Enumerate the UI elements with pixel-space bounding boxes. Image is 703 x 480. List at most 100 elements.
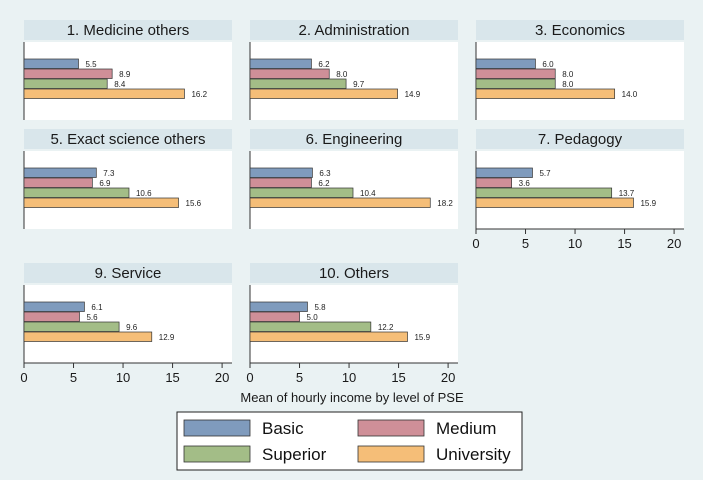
x-tick-label: 15 [617, 236, 631, 251]
data-label: 6.1 [91, 303, 103, 312]
data-label: 5.0 [307, 313, 319, 322]
bar-superior [249, 187, 354, 198]
x-tick-label: 20 [441, 370, 455, 385]
data-label: 8.0 [562, 80, 574, 89]
panel-7: 9. Service 6.15.6 9.6 12.9 0 5 10 15 20 [20, 263, 232, 385]
data-label: 5.8 [314, 303, 326, 312]
panel-title: 10. Others [319, 265, 389, 282]
data-label: 13.7 [619, 189, 635, 198]
bar-basic [23, 58, 79, 69]
bar-medium [475, 68, 556, 79]
data-label: 14.9 [405, 90, 421, 99]
data-label: 8.9 [119, 70, 131, 79]
legend-items: Basic Medium Superior University [183, 419, 511, 464]
x-tick-label: 20 [215, 370, 229, 385]
bar-basic [475, 167, 533, 178]
data-label: 14.0 [622, 90, 638, 99]
data-label: 15.9 [414, 333, 430, 342]
panel-title: 9. Service [95, 265, 162, 282]
panel-title-strip [476, 129, 684, 149]
data-label: 12.2 [378, 323, 394, 332]
panel-title-strip [24, 263, 232, 283]
legend-label-medium: Medium [436, 419, 496, 438]
data-label: 8.4 [114, 80, 126, 89]
bar-basic [249, 58, 312, 69]
panel-title-strip [24, 129, 232, 149]
data-label: 5.7 [539, 169, 551, 178]
bar-university [475, 197, 634, 208]
data-label: 15.9 [640, 199, 656, 208]
bar-superior [23, 78, 108, 89]
data-label: 18.2 [437, 199, 453, 208]
legend-swatch-medium [357, 419, 425, 437]
panel-6: 7. Pedagogy 5.7 3.6 13.7 15.9 0 5 10 15 20 [472, 129, 684, 251]
bar-medium [249, 311, 300, 322]
data-label: 9.6 [126, 323, 138, 332]
bar-basic [23, 301, 85, 312]
x-axis-title: Mean of hourly income by level of PSE [240, 390, 464, 405]
panel-title-strip [476, 20, 684, 40]
panel-title-strip [250, 20, 458, 40]
bar-superior [23, 321, 120, 332]
x-tick-label: 5 [522, 236, 529, 251]
x-tick-label: 10 [116, 370, 130, 385]
data-label: 3.6 [519, 179, 531, 188]
panel-title: 3. Economics [535, 22, 625, 39]
legend-swatch-basic [183, 419, 251, 437]
panel-title: 2. Administration [299, 22, 410, 39]
bar-superior [249, 78, 347, 89]
legend-label-university: University [436, 445, 511, 464]
panel-1: 1. Medicine others 5.5 8.98.4 16.2 [23, 20, 232, 120]
data-label: 6.2 [318, 60, 330, 69]
x-tick-label: 5 [70, 370, 77, 385]
legend-label-superior: Superior [262, 445, 327, 464]
bar-medium [249, 68, 330, 79]
bar-basic [249, 301, 308, 312]
panel-title: 5. Exact science others [50, 131, 205, 148]
data-label: 8.0 [562, 70, 574, 79]
bar-university [249, 88, 398, 99]
data-label: 6.9 [99, 179, 111, 188]
data-label: 10.4 [360, 189, 376, 198]
bar-basic [249, 167, 313, 178]
bar-university [23, 88, 185, 99]
data-label: 6.3 [319, 169, 331, 178]
x-tick-label: 10 [568, 236, 582, 251]
bar-superior [23, 187, 130, 198]
panel-5: 6. Engineering 6.36.2 10.4 18.2 [249, 129, 458, 229]
x-tick-label: 0 [472, 236, 479, 251]
legend-swatch-superior [183, 445, 251, 463]
bar-superior [249, 321, 372, 332]
panel-title: 6. Engineering [306, 131, 403, 148]
panel-title-strip [24, 20, 232, 40]
x-tick-label: 20 [667, 236, 681, 251]
legend-label-basic: Basic [262, 419, 304, 438]
panel-title-strip [250, 129, 458, 149]
panel-8: 10. Others 5.85.0 12.2 15.9 0 5 10 15 20 [246, 263, 458, 385]
data-label: 5.6 [86, 313, 98, 322]
bar-university [475, 88, 616, 99]
bar-medium [23, 68, 113, 79]
bar-university [249, 331, 408, 342]
data-label: 7.3 [103, 169, 115, 178]
x-tick-label: 10 [342, 370, 356, 385]
data-label: 16.2 [191, 90, 207, 99]
data-label: 8.0 [336, 70, 348, 79]
x-tick-label: 0 [246, 370, 253, 385]
data-label: 6.2 [318, 179, 330, 188]
x-tick-label: 5 [296, 370, 303, 385]
x-tick-label: 15 [165, 370, 179, 385]
data-label: 6.0 [542, 60, 554, 69]
bar-university [23, 197, 179, 208]
bar-basic [23, 167, 97, 178]
panel-title-strip [250, 263, 458, 283]
data-label: 12.9 [159, 333, 175, 342]
x-tick-label: 15 [391, 370, 405, 385]
bar-medium [23, 311, 80, 322]
bar-medium [475, 177, 513, 188]
data-label: 15.6 [186, 199, 202, 208]
bar-superior [475, 78, 556, 89]
bar-superior [475, 187, 613, 198]
panels-layer: 1. Medicine others 5.5 8.98.4 16.2 2. Admini… [20, 20, 684, 385]
bar-university [249, 197, 431, 208]
